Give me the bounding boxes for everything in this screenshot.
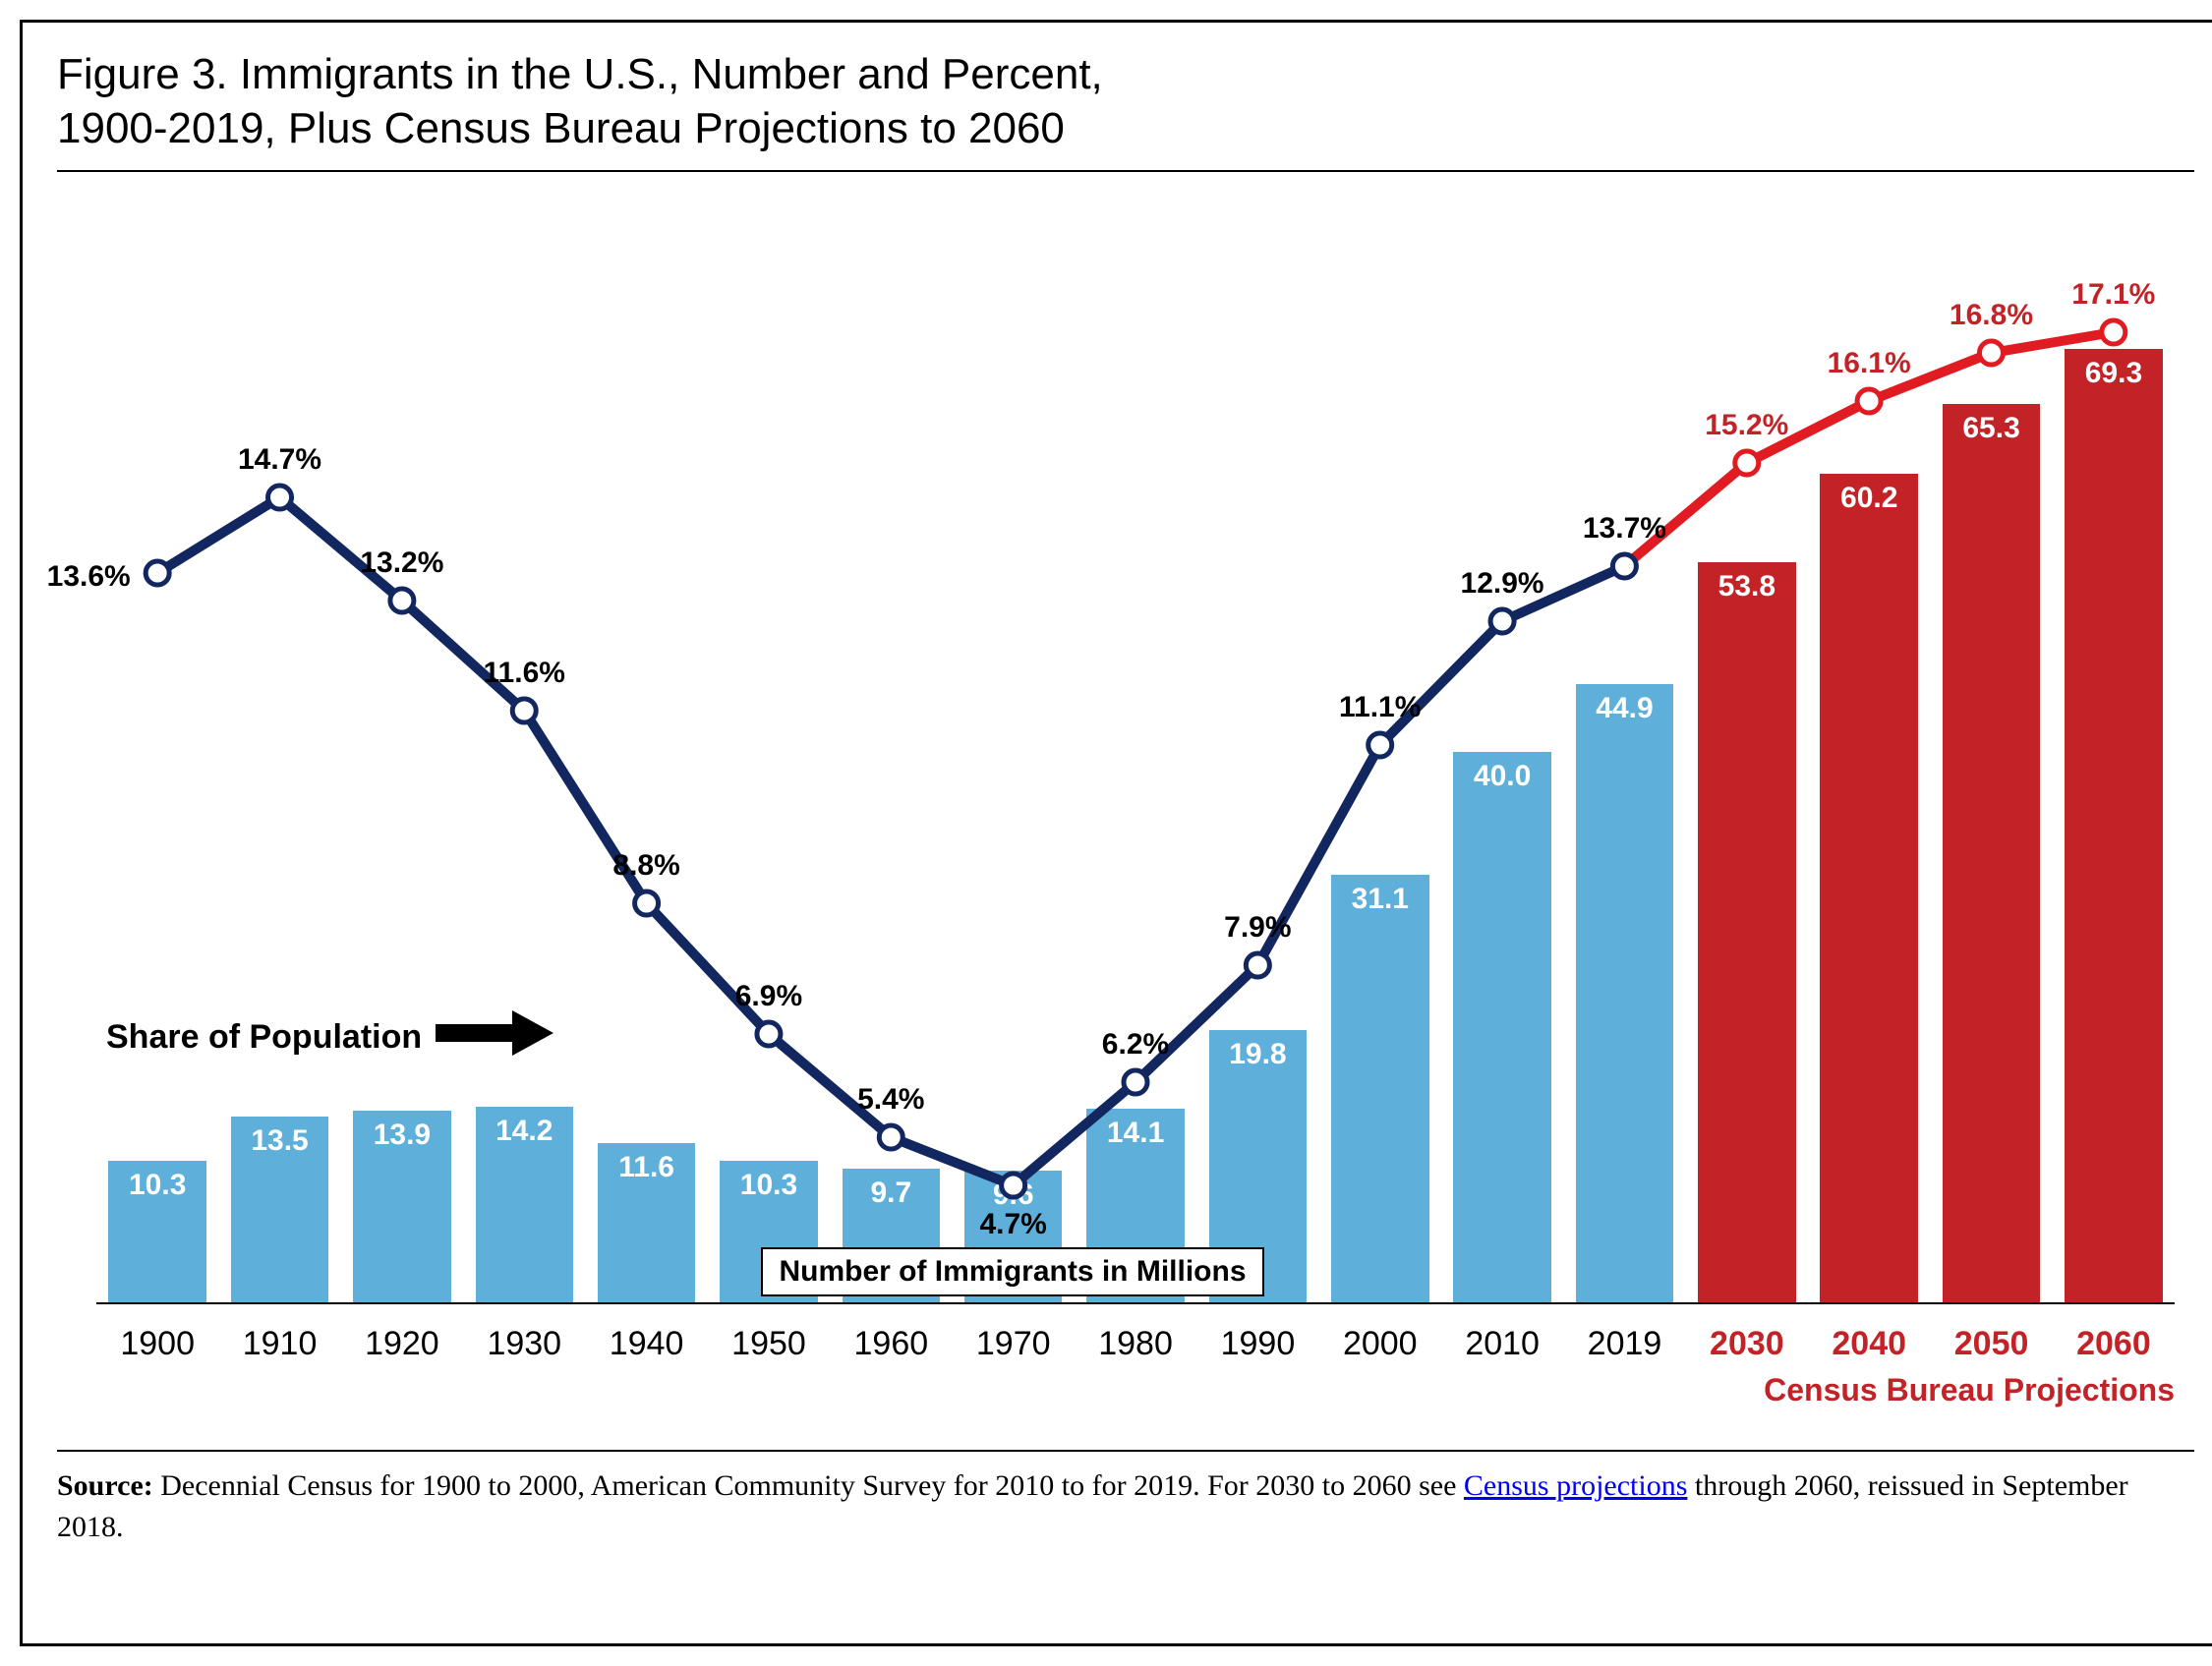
bar-slot: 9.7 — [830, 201, 952, 1302]
number-caption-text: Number of Immigrants in Millions — [779, 1255, 1246, 1288]
source-text-1: Decennial Census for 1900 to 2000, Ameri… — [153, 1469, 1464, 1502]
x-axis-labels: 1900191019201930194019501960197019801990… — [96, 1325, 2175, 1363]
x-axis-year-label: 1960 — [830, 1325, 952, 1363]
percent-label: 16.1% — [1828, 347, 1911, 380]
bar-slot: 10.3 — [708, 201, 830, 1302]
historical-bar: 10.3 — [108, 1161, 205, 1302]
x-axis-year-label: 2010 — [1441, 1325, 1563, 1363]
figure-container: Figure 3. Immigrants in the U.S., Number… — [20, 20, 2212, 1646]
historical-bar: 13.5 — [231, 1117, 328, 1302]
x-axis-year-label: 2050 — [1930, 1325, 2052, 1363]
x-axis-year-label: 1990 — [1196, 1325, 1318, 1363]
percent-label: 15.2% — [1705, 409, 1788, 442]
bar-slot: 11.6 — [585, 201, 707, 1302]
percent-label: 13.6% — [47, 560, 131, 594]
bar-slot: 31.1 — [1319, 201, 1441, 1302]
percent-label: 12.9% — [1461, 567, 1544, 601]
percent-label: 16.8% — [1950, 299, 2033, 332]
x-axis-year-label: 1950 — [708, 1325, 830, 1363]
census-projections-link[interactable]: Census projections — [1464, 1469, 1687, 1502]
percent-label: 6.2% — [1102, 1028, 1169, 1062]
bar-slot: 40.0 — [1441, 201, 1563, 1302]
historical-bar: 44.9 — [1576, 684, 1673, 1302]
x-axis-year-label: 1980 — [1075, 1325, 1196, 1363]
bar-slot: 10.3 — [96, 201, 218, 1302]
x-axis-year-label: 1910 — [218, 1325, 340, 1363]
x-axis-year-label: 2040 — [1808, 1325, 1930, 1363]
projection-bar: 53.8 — [1698, 562, 1795, 1302]
historical-bar: 13.9 — [353, 1111, 450, 1302]
plot-region: 10.313.513.914.211.610.39.79.614.119.831… — [96, 201, 2175, 1302]
figure-title: Figure 3. Immigrants in the U.S., Number… — [57, 47, 2194, 155]
historical-bar: 40.0 — [1453, 752, 1550, 1302]
projection-bar: 60.2 — [1820, 474, 1917, 1302]
bar-slot: 13.9 — [341, 201, 463, 1302]
share-caption-text: Share of Population — [106, 1018, 422, 1057]
projection-bar: 69.3 — [2065, 349, 2162, 1302]
historical-bar: 11.6 — [598, 1143, 695, 1302]
percent-label: 14.7% — [238, 443, 321, 477]
historical-bar: 31.1 — [1331, 875, 1428, 1302]
x-axis-baseline — [96, 1302, 2175, 1304]
bar-slot: 14.2 — [463, 201, 585, 1302]
source-label: Source: — [57, 1469, 153, 1502]
percent-label: 7.9% — [1224, 911, 1291, 945]
bar-slot: 13.5 — [218, 201, 340, 1302]
x-axis-year-label: 2030 — [1686, 1325, 1808, 1363]
x-axis-year-label: 1900 — [96, 1325, 218, 1363]
percent-label: 13.7% — [1583, 512, 1666, 546]
x-axis-year-label: 1930 — [463, 1325, 585, 1363]
title-line-2: 1900-2019, Plus Census Bureau Projection… — [57, 104, 1065, 152]
source-footnote: Source: Decennial Census for 1900 to 200… — [57, 1465, 2194, 1548]
number-caption-box: Number of Immigrants in Millions — [761, 1247, 1263, 1296]
projection-bar: 65.3 — [1943, 404, 2040, 1302]
x-axis-year-label: 2019 — [1563, 1325, 1685, 1363]
bar-slot: 65.3 — [1930, 201, 2052, 1302]
x-axis-year-label: 1920 — [341, 1325, 463, 1363]
bar-slot: 44.9 — [1563, 201, 1685, 1302]
percent-label: 4.7% — [979, 1208, 1046, 1241]
percent-label: 11.1% — [1339, 691, 1421, 724]
bar-slot: 14.1 — [1075, 201, 1196, 1302]
x-axis-year-label: 1970 — [953, 1325, 1075, 1363]
historical-bar: 14.2 — [476, 1107, 573, 1302]
bar-slot: 69.3 — [2053, 201, 2175, 1302]
share-of-population-label: Share of Population — [106, 1010, 553, 1064]
percent-label: 17.1% — [2071, 278, 2155, 312]
x-axis-year-label: 1940 — [585, 1325, 707, 1363]
percent-label: 8.8% — [612, 849, 679, 883]
bar-slot: 19.8 — [1196, 201, 1318, 1302]
projection-axis-caption: Census Bureau Projections — [1764, 1372, 2175, 1408]
title-line-1: Figure 3. Immigrants in the U.S., Number… — [57, 50, 1103, 98]
x-axis-year-label: 2000 — [1319, 1325, 1441, 1363]
percent-label: 13.2% — [360, 546, 443, 580]
percent-label: 11.6% — [484, 657, 565, 690]
bar-slot: 53.8 — [1686, 201, 1808, 1302]
footer-divider — [57, 1450, 2194, 1452]
chart-area: 10.313.513.914.211.610.39.79.614.119.831… — [57, 172, 2194, 1450]
bar-slot: 9.6 — [953, 201, 1075, 1302]
percent-label: 6.9% — [735, 980, 802, 1013]
x-axis-year-label: 2060 — [2053, 1325, 2175, 1363]
percent-label: 5.4% — [857, 1083, 924, 1117]
projection-caption-text: Census Bureau Projections — [1764, 1372, 2175, 1407]
arrow-icon — [436, 1010, 553, 1064]
